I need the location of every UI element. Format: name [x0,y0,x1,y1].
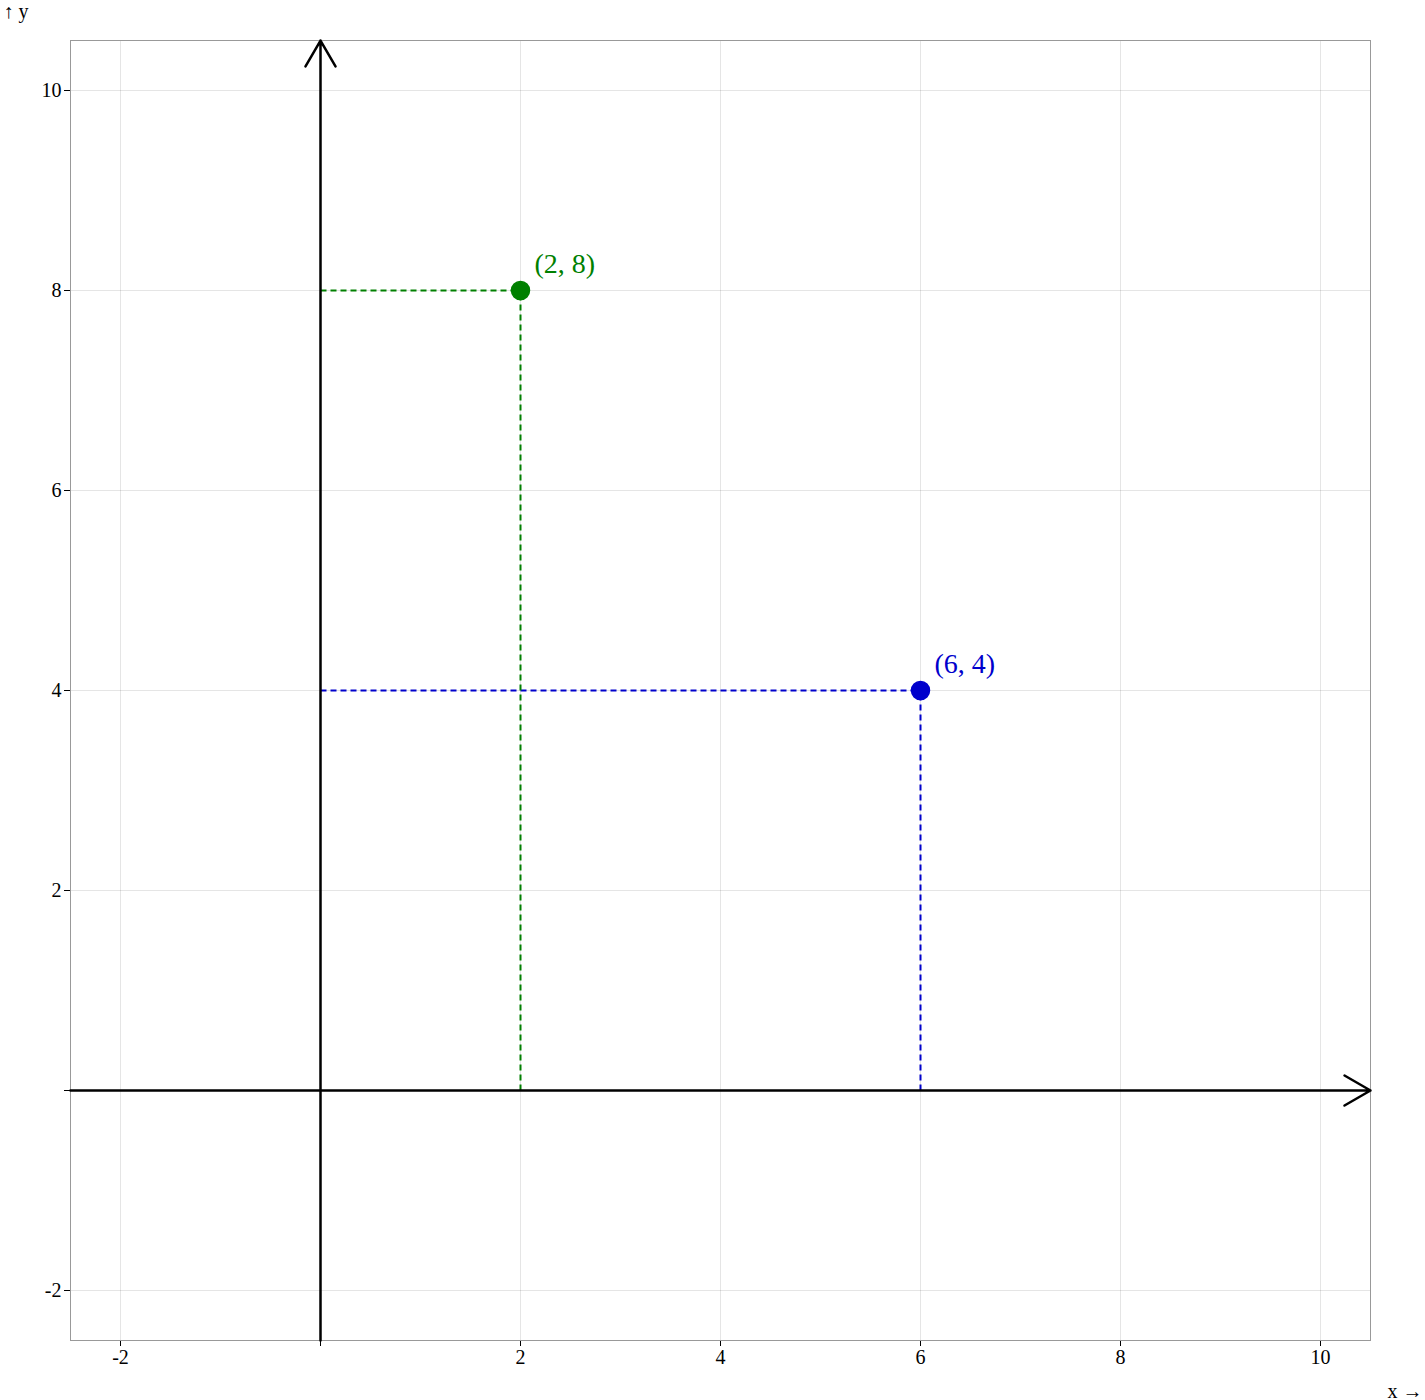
svg-text:2: 2 [516,1346,526,1368]
svg-text:-2: -2 [112,1346,129,1368]
svg-text:8: 8 [52,279,62,301]
svg-text:↑ y: ↑ y [4,0,29,23]
svg-text:8: 8 [1116,1346,1126,1368]
svg-text:10: 10 [1311,1346,1331,1368]
svg-text:10: 10 [42,79,62,101]
svg-text:x →: x → [1388,1380,1423,1400]
svg-text:-2: -2 [45,1279,62,1301]
svg-text:(6, 4): (6, 4) [935,648,996,679]
svg-text:(2, 8): (2, 8) [535,248,596,279]
svg-text:2: 2 [52,879,62,901]
svg-text:4: 4 [716,1346,726,1368]
svg-text:4: 4 [52,679,62,701]
svg-text:6: 6 [916,1346,926,1368]
svg-text:6: 6 [52,479,62,501]
